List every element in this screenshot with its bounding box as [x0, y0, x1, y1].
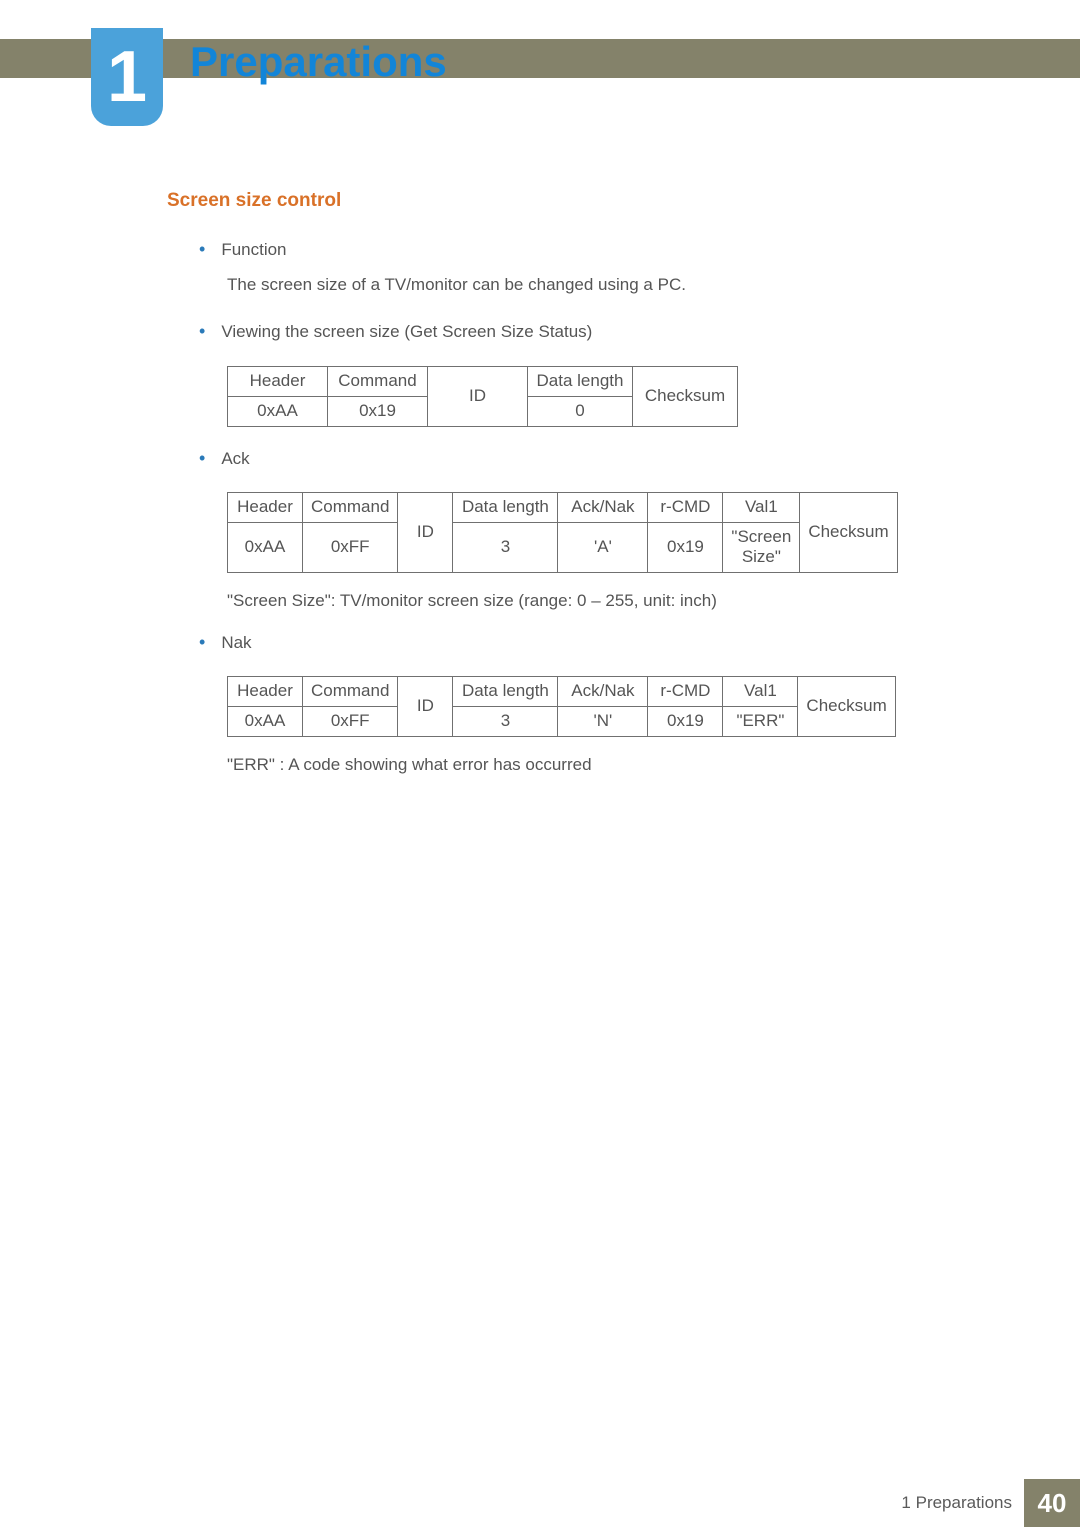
table-cell: 0xFF [303, 706, 398, 736]
table-cell: 'A' [558, 522, 648, 572]
table-cell: Data length [528, 366, 633, 396]
table-cell: 3 [453, 522, 558, 572]
bullet-text: Nak [221, 629, 251, 656]
table-cell: Val1 [723, 676, 798, 706]
table-cell: ID [398, 492, 453, 572]
table-cell: Ack/Nak [558, 676, 648, 706]
function-description: The screen size of a TV/monitor can be c… [227, 271, 987, 298]
section-title: Screen size control [167, 190, 987, 212]
table-cell: Header [228, 366, 328, 396]
note-err: "ERR" : A code showing what error has oc… [227, 755, 987, 775]
bullet-function: • Function The screen size of a TV/monit… [199, 236, 987, 298]
table-cell: "Screen Size" [723, 522, 800, 572]
table-cell: Command [303, 676, 398, 706]
table-cell: 0x19 [328, 396, 428, 426]
page-number-box: 40 [1024, 1479, 1080, 1527]
table-cell: 0xAA [228, 706, 303, 736]
chapter-number: 1 [107, 41, 147, 113]
table-cell: Checksum [798, 676, 895, 736]
bullet-nak: • Nak [199, 629, 987, 656]
bullet-ack: • Ack [199, 445, 987, 472]
bullet-icon: • [199, 318, 205, 345]
table-cell: 3 [453, 706, 558, 736]
table-cell: Command [328, 366, 428, 396]
table-cell: Command [303, 492, 398, 522]
table-ack: Header Command ID Data length Ack/Nak r-… [227, 492, 987, 573]
chapter-tab: 1 [91, 28, 163, 126]
table-cell: 0 [528, 396, 633, 426]
table-viewing: Header Command ID Data length Checksum 0… [227, 366, 987, 427]
table-row: 0xAA 0xFF 3 'N' 0x19 "ERR" [228, 706, 896, 736]
table-cell: 0xAA [228, 522, 303, 572]
bullet-icon: • [199, 236, 205, 263]
table-cell: Checksum [633, 366, 738, 426]
footer-text: 1 Preparations [901, 1493, 1012, 1513]
table-cell: r-CMD [648, 676, 723, 706]
table-cell: 0x19 [648, 706, 723, 736]
table-row: 0xAA 0xFF 3 'A' 0x19 "Screen Size" [228, 522, 898, 572]
table-cell: Val1 [723, 492, 800, 522]
bullet-viewing: • Viewing the screen size (Get Screen Si… [199, 318, 987, 345]
note-screen-size: "Screen Size": TV/monitor screen size (r… [227, 591, 987, 611]
table-nak: Header Command ID Data length Ack/Nak r-… [227, 676, 987, 737]
main-content: Screen size control • Function The scree… [167, 190, 987, 793]
table-row: Header Command ID Data length Ack/Nak r-… [228, 676, 896, 706]
table-cell: 0x19 [648, 522, 723, 572]
table-cell: Data length [453, 492, 558, 522]
bullet-icon: • [199, 445, 205, 472]
table-cell: r-CMD [648, 492, 723, 522]
bullet-icon: • [199, 629, 205, 656]
table-cell: 0xAA [228, 396, 328, 426]
table-cell: ID [428, 366, 528, 426]
table-cell: ID [398, 676, 453, 736]
bullet-text: Ack [221, 445, 249, 472]
table-cell: 0xFF [303, 522, 398, 572]
table-row: Header Command ID Data length Ack/Nak r-… [228, 492, 898, 522]
chapter-title: Preparations [190, 38, 447, 86]
table-cell: Data length [453, 676, 558, 706]
table-row: Header Command ID Data length Checksum [228, 366, 738, 396]
table-cell: Header [228, 676, 303, 706]
page-number: 40 [1038, 1488, 1067, 1519]
table-cell: "ERR" [723, 706, 798, 736]
bullet-text: Viewing the screen size (Get Screen Size… [221, 318, 592, 345]
table-cell: Header [228, 492, 303, 522]
footer: 1 Preparations 40 [0, 1479, 1080, 1527]
table-cell: Ack/Nak [558, 492, 648, 522]
table-cell: 'N' [558, 706, 648, 736]
bullet-text: Function [221, 236, 286, 263]
table-cell: Checksum [800, 492, 897, 572]
